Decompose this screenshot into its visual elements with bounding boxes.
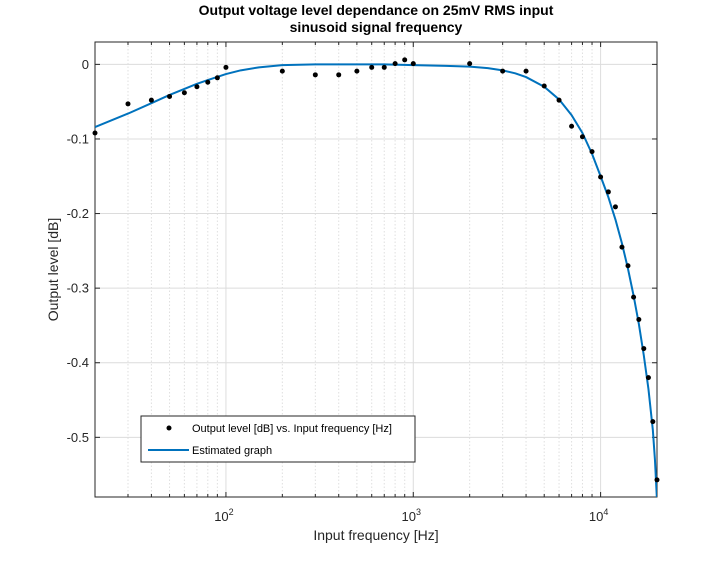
y-tick-label: -0.3 — [67, 281, 89, 296]
data-point — [148, 97, 154, 103]
y-tick-label: -0.5 — [67, 430, 89, 445]
data-point — [500, 68, 506, 74]
legend-entry-line: Estimated graph — [192, 445, 272, 457]
data-point — [167, 93, 173, 99]
estimated-line — [95, 63, 657, 497]
data-point — [467, 61, 473, 67]
data-point — [619, 244, 625, 250]
data-point — [223, 64, 229, 70]
data-point — [650, 419, 656, 425]
data-point — [636, 316, 642, 322]
data-point — [354, 68, 360, 74]
data-point — [336, 72, 342, 78]
data-point — [194, 84, 200, 90]
y-tick-label: -0.1 — [67, 131, 89, 146]
plot-frame — [94, 41, 658, 498]
chart-title-line-2: sinusoid signal frequency — [290, 19, 463, 35]
y-axis-label: Output level [dB] — [45, 218, 61, 322]
data-point — [181, 90, 187, 96]
y-tick-label: 0 — [82, 57, 89, 72]
data-point — [205, 79, 211, 85]
data-point — [92, 130, 98, 136]
data-point — [589, 149, 595, 155]
data-point — [569, 123, 575, 129]
data-point — [645, 375, 651, 381]
data-point — [279, 68, 285, 74]
data-point — [125, 101, 131, 107]
x-axis-label: Input frequency [Hz] — [313, 527, 438, 543]
y-tick-label: -0.2 — [67, 206, 89, 221]
data-point — [410, 61, 416, 67]
data-point — [312, 72, 318, 78]
data-point — [625, 263, 631, 269]
data-point — [214, 75, 220, 81]
data-point — [605, 189, 611, 195]
x-tick-label: 104 — [589, 507, 608, 524]
x-tick-label: 102 — [214, 507, 233, 524]
data-point — [598, 174, 604, 180]
tick-layer: 102 103 104 0 -0.1 -0.2 -0.3 -0.4 -0.5 — [67, 42, 657, 524]
series-layer — [92, 57, 660, 497]
data-point — [402, 57, 408, 63]
data-point — [523, 68, 529, 74]
data-point — [541, 83, 547, 89]
data-point — [579, 134, 585, 140]
legend: Output level [dB] vs. Input frequency [H… — [140, 415, 416, 463]
legend-marker-icon — [166, 425, 172, 431]
x-tick-label: 103 — [402, 507, 421, 524]
data-point — [369, 64, 375, 70]
legend-box — [140, 415, 416, 463]
chart-title-line-1: Output voltage level dependance on 25mV … — [199, 2, 554, 18]
data-point — [381, 64, 387, 70]
data-point — [654, 477, 660, 483]
data-point — [556, 97, 562, 103]
data-point — [392, 61, 398, 67]
legend-entry-markers: Output level [dB] vs. Input frequency [H… — [192, 423, 392, 435]
data-point — [641, 346, 647, 352]
data-point — [612, 204, 618, 210]
data-point — [631, 294, 637, 300]
y-tick-label: -0.4 — [67, 355, 89, 370]
